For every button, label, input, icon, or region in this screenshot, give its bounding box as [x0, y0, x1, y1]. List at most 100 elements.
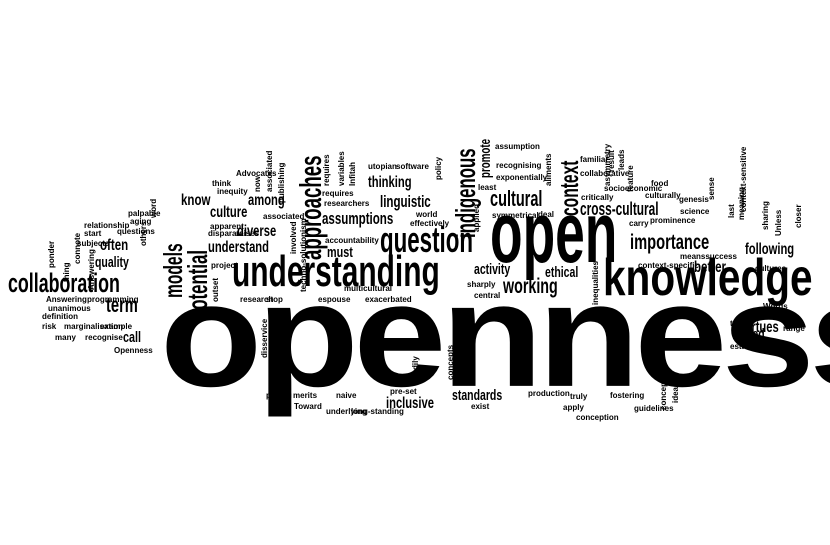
- word-assumptions: assumptions: [322, 209, 394, 228]
- word-questions: aging: [130, 217, 152, 226]
- word-familiar: familiar: [580, 155, 609, 164]
- word-others: palpable: [128, 209, 161, 218]
- word-often: often: [100, 237, 129, 254]
- word-inequalities: fostering: [610, 391, 645, 400]
- word-must: must: [327, 244, 353, 261]
- word-baseline: many: [55, 333, 76, 342]
- word-flawed: flawed: [732, 326, 765, 343]
- word-virtues: virtues: [742, 319, 779, 336]
- word-stop: techno-solutionism: [299, 218, 308, 292]
- word-quality: quality: [95, 254, 129, 271]
- word-underlying: merits: [293, 391, 318, 400]
- word-following: following: [745, 241, 795, 258]
- word-paying: Openness: [114, 346, 153, 355]
- word-assumption: assumption: [495, 142, 540, 151]
- word-concept: concept: [659, 379, 668, 410]
- word-leads: leads: [617, 149, 626, 170]
- word-think: now: [253, 176, 262, 192]
- word-relationship: questions: [117, 227, 155, 236]
- word-term: term: [106, 294, 138, 317]
- word-Toward: paying: [266, 391, 292, 400]
- word-initially: guidelines: [634, 404, 674, 413]
- word-central: central: [474, 291, 501, 300]
- word-better: better: [694, 259, 727, 276]
- word-palpable: outset: [211, 278, 220, 302]
- word-sense: sense: [707, 177, 716, 200]
- word-least: least: [478, 183, 497, 192]
- word-sharing: sharing: [761, 201, 770, 230]
- word-culturally: culturally: [645, 191, 681, 200]
- word-last: last: [727, 204, 736, 218]
- word-now: associated: [263, 212, 305, 221]
- word-aliments: aliments: [544, 153, 553, 186]
- word-science: science: [680, 207, 710, 216]
- word-understanding: understanding: [232, 247, 440, 296]
- word-diverse: diverse: [237, 223, 277, 240]
- word-production: readily: [411, 356, 420, 382]
- word-food: food: [651, 179, 669, 188]
- word-closer: closer: [794, 204, 803, 228]
- word-among: among: [248, 192, 285, 209]
- word-aging: word: [149, 198, 158, 218]
- word-meanssuccess: meanssuccess: [680, 252, 737, 261]
- word-importance: importance: [630, 231, 710, 254]
- word-symmetrical: symmetrical: [492, 211, 539, 220]
- word-critically: critically: [581, 193, 614, 202]
- word-project: apparent: [210, 222, 244, 231]
- word-open: open: [490, 185, 618, 281]
- word-Advocates: associated: [265, 150, 274, 192]
- word-culture: culture: [210, 204, 248, 221]
- word-recognising: recognising: [496, 161, 542, 170]
- word-potential: potential: [182, 249, 213, 320]
- word-thing: subjects: [77, 239, 110, 248]
- word-endeavours: apply: [563, 403, 584, 412]
- word-disparate: inequity: [217, 187, 248, 196]
- word-thinking: thinking: [368, 174, 412, 191]
- word-unanimous: Answering: [87, 249, 96, 290]
- word-merits: baseline: [182, 337, 191, 370]
- word-idea: idea: [671, 386, 680, 403]
- word-Infitah: Infitah: [348, 162, 357, 186]
- word-start: others: [139, 221, 148, 246]
- word-exacerbated: espouse: [318, 295, 351, 304]
- word-context-sensitive: context-sensitive: [739, 146, 748, 212]
- word-exponentially: exponentially: [496, 173, 548, 182]
- word-question: question: [380, 219, 473, 260]
- word-range: range: [783, 324, 805, 333]
- word-programming: ponder: [47, 240, 56, 268]
- word-subjects: start: [84, 229, 102, 238]
- word-call: call: [123, 329, 142, 346]
- word-requires: requires: [322, 154, 331, 186]
- word-collaboration: collaboration: [8, 268, 120, 298]
- word-apply: exist: [471, 402, 490, 411]
- word-connote: relationship: [84, 221, 130, 230]
- word-inequity: Advocates: [236, 169, 277, 178]
- word-policy: policy: [434, 156, 443, 180]
- word-Openness: example: [100, 322, 133, 331]
- word-long-standing: naive: [336, 391, 357, 400]
- word-effectively: effectively: [410, 219, 450, 228]
- word-guidelines: truly: [570, 392, 588, 401]
- word-establishing: establishing: [730, 342, 777, 351]
- word-techno-solutionism: exacerbated: [365, 295, 412, 304]
- word-cultures: cultures: [755, 264, 787, 273]
- word-world: world: [416, 210, 438, 219]
- word-deal: deal: [538, 210, 555, 219]
- word-activity: activity: [474, 261, 511, 278]
- word-associated: publishing: [277, 162, 286, 203]
- word-promote: promote: [477, 139, 494, 178]
- word-apparent: think: [212, 179, 232, 188]
- word-definition: Answering: [46, 295, 87, 304]
- word-inclusive: inclusive: [386, 395, 434, 412]
- word-Unless: Unless: [774, 209, 783, 236]
- word-marginalisation: unanimous: [48, 304, 91, 313]
- word-involved: raises: [236, 229, 260, 238]
- word-Answering: thing: [62, 262, 71, 282]
- word-espouse: multicultural: [344, 284, 393, 293]
- word-many: risk: [42, 322, 57, 331]
- word-everything: inequalities: [591, 260, 600, 305]
- word-know: know: [181, 192, 211, 209]
- word-truly: concepts: [446, 344, 455, 380]
- word-collaborative: collaborative: [580, 169, 630, 178]
